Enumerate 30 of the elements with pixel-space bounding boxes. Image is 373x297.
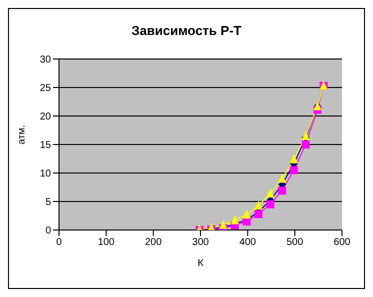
point [242, 210, 251, 219]
point [230, 215, 239, 224]
y-tick-label: 10 [40, 168, 52, 180]
x-axis-title: К [198, 258, 204, 269]
point [278, 174, 286, 183]
x-tick-label: 500 [286, 237, 304, 248]
x-tick-label: 600 [334, 237, 351, 248]
y-tick-label: 30 [40, 54, 52, 66]
point [290, 154, 298, 164]
point [278, 186, 286, 195]
point [290, 166, 298, 174]
y-tick-label: 20 [40, 112, 52, 123]
x-tick-label: 300 [192, 237, 210, 248]
point [254, 210, 263, 218]
point [254, 200, 263, 210]
point [302, 130, 310, 140]
y-tick-label: 25 [40, 83, 52, 94]
point [266, 188, 274, 198]
point [219, 220, 228, 229]
x-tick-label: 200 [144, 237, 162, 248]
chart-title: Зависимость Р-Т [130, 23, 242, 38]
y-tick-label: 15 [40, 140, 52, 152]
y-tick-label: 0 [45, 226, 52, 237]
point [266, 200, 274, 208]
x-tick-label: 400 [239, 237, 256, 248]
x-tick-label: 100 [98, 237, 115, 248]
point [302, 140, 310, 148]
y-axis-title: атм. [16, 124, 28, 144]
x-tick-label: 0 [56, 237, 62, 248]
y-tick-label: 5 [45, 197, 52, 208]
